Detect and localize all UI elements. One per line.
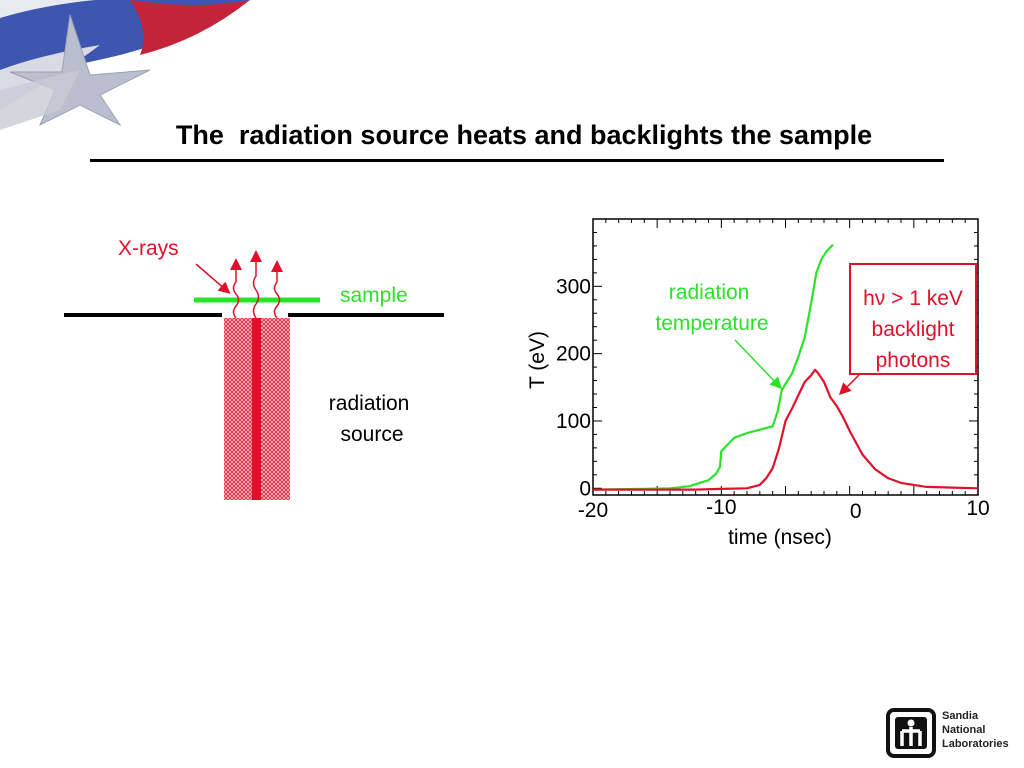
radiation-temperature-annotation: radiation temperature bbox=[655, 281, 768, 335]
x-tick-label: -10 bbox=[706, 496, 736, 519]
radiation-temperature-pointer bbox=[734, 339, 783, 390]
title-underline bbox=[90, 159, 944, 162]
y-tick-label: 100 bbox=[556, 410, 591, 433]
x-tick-label: -20 bbox=[578, 499, 608, 522]
radiation-source-label-line-2: source bbox=[340, 423, 403, 446]
series-backlight-photons-line bbox=[593, 368, 979, 491]
sandia-lab-name: Sandia National Laboratories bbox=[942, 710, 1009, 750]
backlight-callout-text: hν > 1 keV backlight photons bbox=[863, 287, 963, 372]
radiation-temperature-annotation-line-2: temperature bbox=[655, 312, 768, 335]
backlight-callout-box bbox=[849, 263, 977, 375]
y-tick-label: 300 bbox=[556, 275, 591, 298]
x-axis-label: time (nsec) bbox=[728, 526, 832, 549]
radiation-source-diagram: X-rays sample radiation source bbox=[64, 237, 444, 500]
y-axis-label: T (eV) bbox=[526, 331, 549, 389]
sample-label: sample bbox=[340, 284, 408, 307]
series-radiation-temperature-line bbox=[592, 243, 834, 491]
xray-wave-2 bbox=[250, 250, 262, 319]
xrays-pointer bbox=[195, 263, 231, 294]
radiation-source-label: radiation source bbox=[329, 392, 415, 446]
y-tick-label: 0 bbox=[579, 477, 591, 500]
radiation-source-core bbox=[252, 318, 261, 500]
x-tick-label: 10 bbox=[966, 497, 989, 520]
flag-star-emblem-icon bbox=[0, 0, 250, 130]
y-tick-label: 200 bbox=[556, 343, 591, 366]
xray-wave-3 bbox=[271, 260, 283, 319]
xray-wave-1 bbox=[230, 258, 242, 319]
xrays-label: X-rays bbox=[118, 237, 179, 260]
x-tick-label: 0 bbox=[850, 500, 862, 523]
slide-title: The radiation source heats and backlight… bbox=[175, 120, 873, 150]
data-series bbox=[592, 243, 979, 491]
radiation-source-label-line-1: radiation bbox=[329, 392, 410, 415]
radiation-temperature-annotation-line-1: radiation bbox=[669, 281, 750, 304]
sandia-logo-icon bbox=[886, 708, 936, 758]
